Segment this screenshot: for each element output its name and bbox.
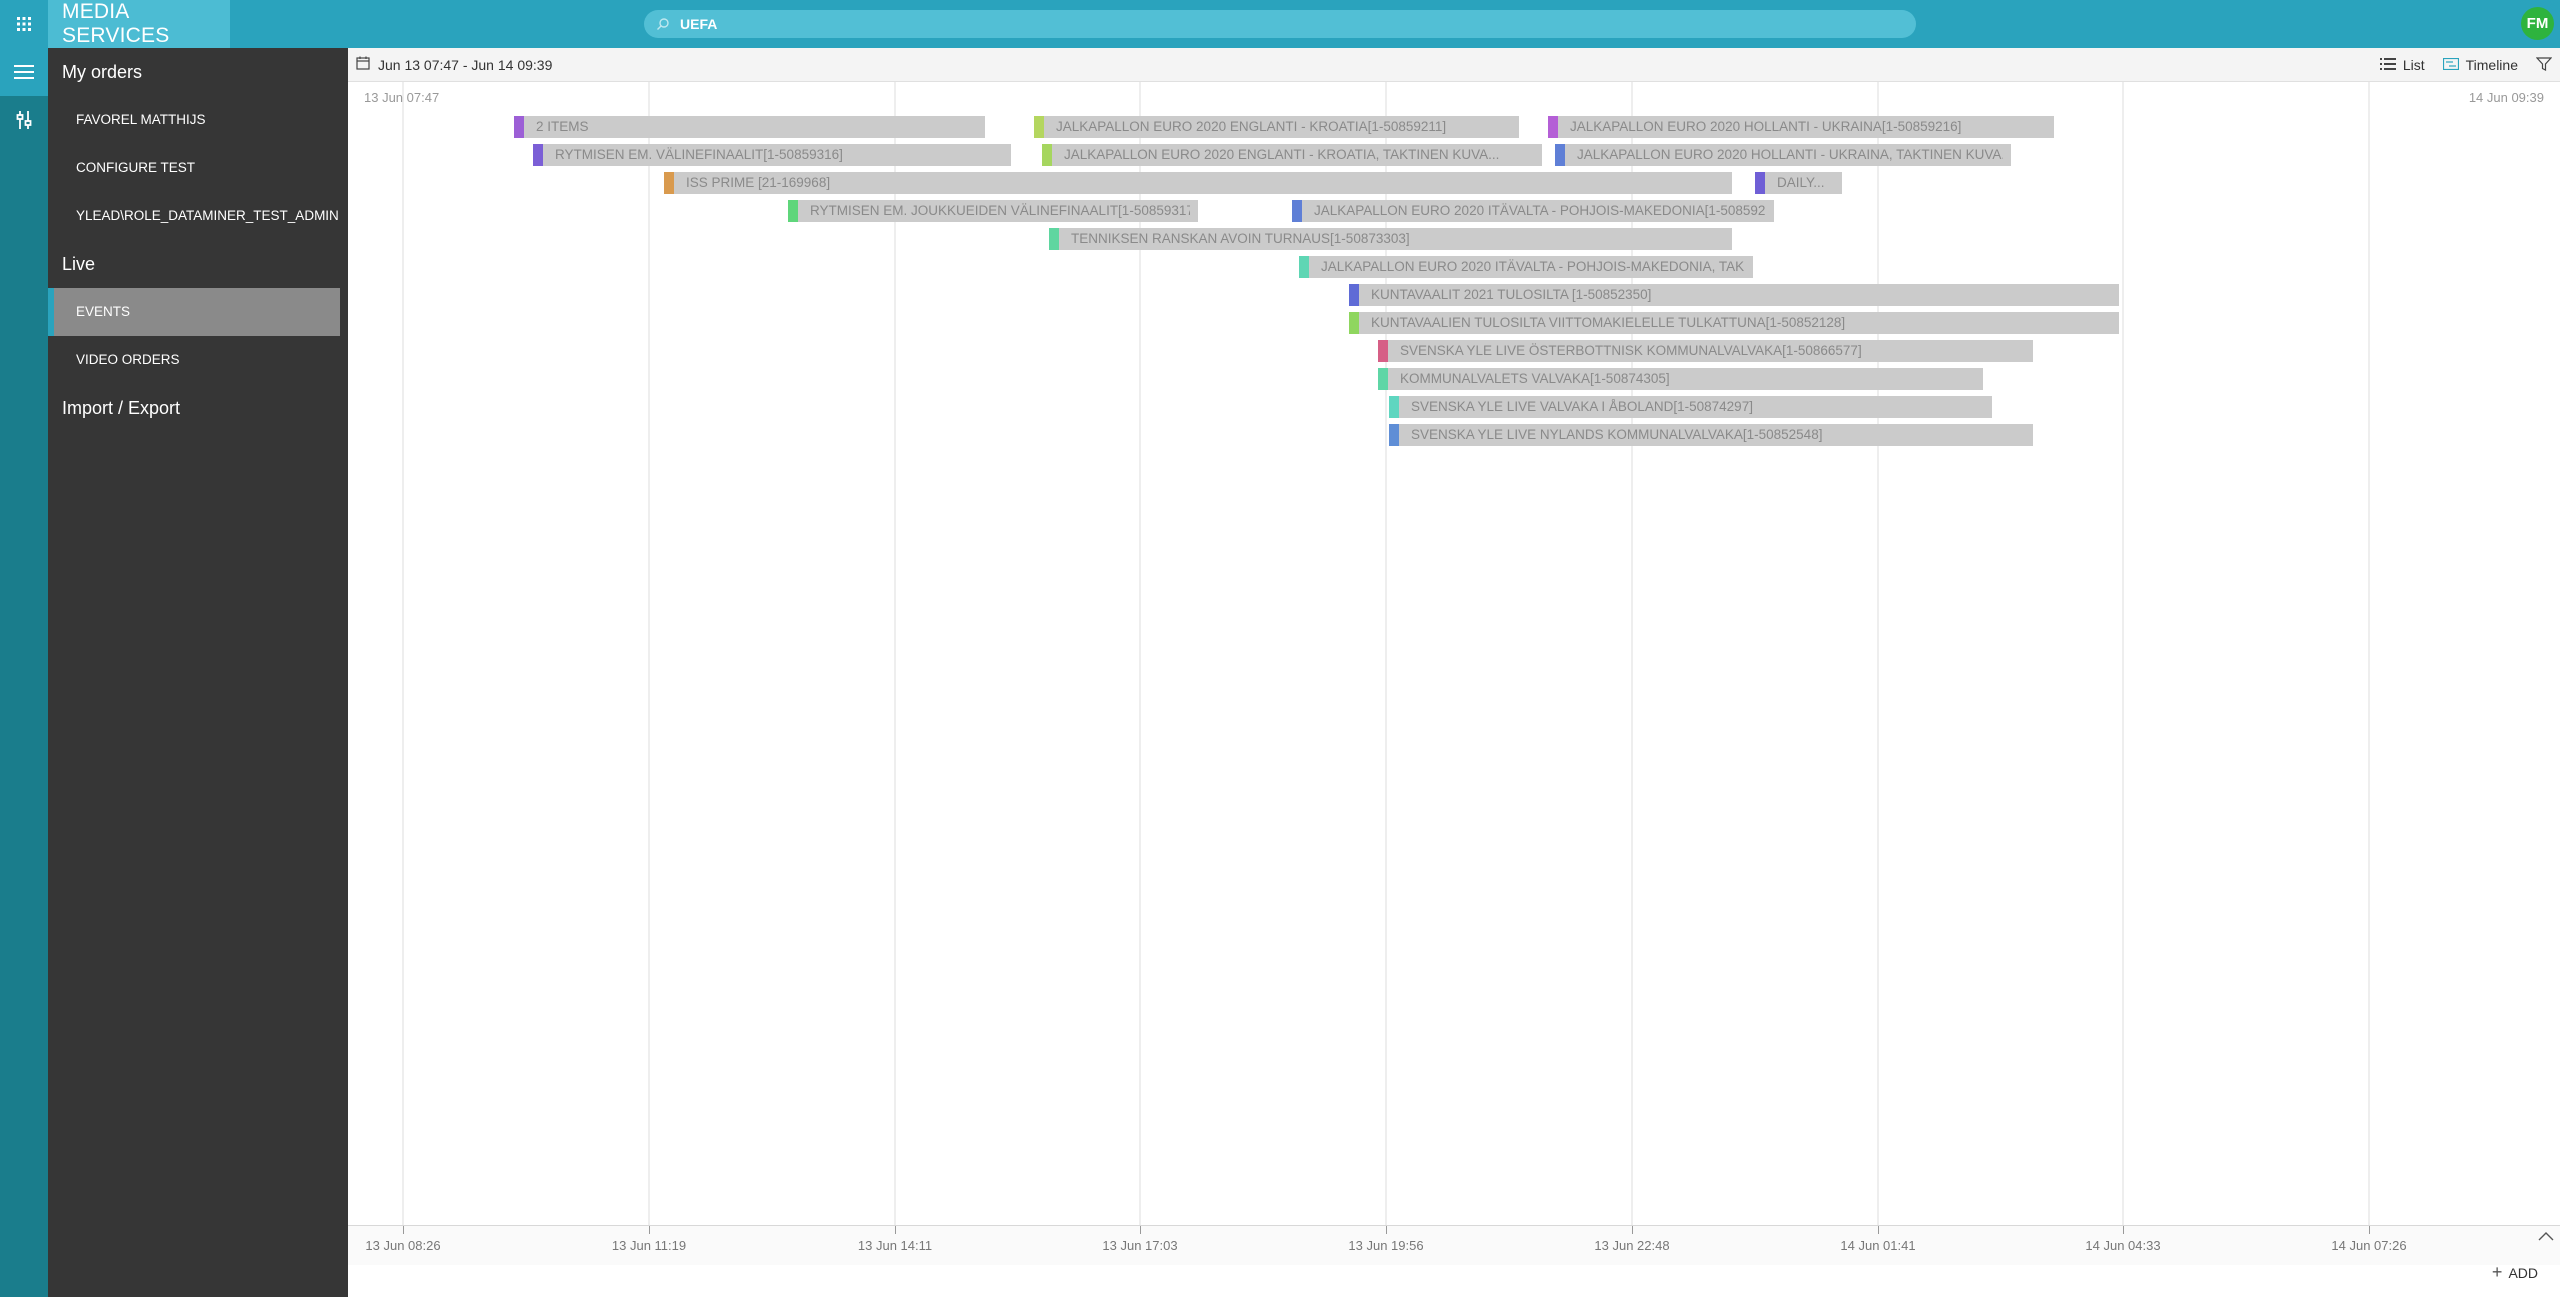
axis-tick bbox=[2123, 1226, 2124, 1234]
axis-tick-label: 14 Jun 07:26 bbox=[2331, 1238, 2407, 1253]
event-color-marker bbox=[1378, 340, 1388, 362]
event-color-marker bbox=[1349, 312, 1359, 334]
event-color-marker bbox=[1034, 116, 1044, 138]
axis-tick bbox=[2369, 1226, 2370, 1234]
timeline-area: 13 Jun 07:47 14 Jun 09:39 2 ITEMS RYTMIS… bbox=[348, 82, 2560, 1274]
axis-tick-label: 14 Jun 01:41 bbox=[1840, 1238, 1916, 1253]
list-view-button[interactable]: List bbox=[2379, 57, 2425, 73]
axis-tick-label: 13 Jun 11:19 bbox=[611, 1238, 687, 1253]
add-button-label: ADD bbox=[2508, 1264, 2538, 1281]
timeline-view-label: Timeline bbox=[2465, 57, 2518, 73]
event-bar[interactable]: SVENSKA YLE LIVE NYLANDS KOMMUNALVALVAKA… bbox=[1389, 424, 2033, 446]
tools-icon[interactable] bbox=[0, 96, 48, 144]
filter-icon bbox=[2535, 56, 2553, 74]
main-content: Jun 13 07:47 - Jun 14 09:39 List Timelin… bbox=[348, 48, 2560, 1297]
axis-tick bbox=[1632, 1226, 1633, 1234]
toolbar: Jun 13 07:47 - Jun 14 09:39 List Timelin… bbox=[348, 48, 2560, 82]
chevron-up-icon[interactable] bbox=[2538, 1228, 2554, 1246]
search-box[interactable] bbox=[644, 10, 1916, 38]
sidebar-item-ylead-role[interactable]: YLEAD\ROLE_DATAMINER_TEST_ADMIN bbox=[76, 208, 339, 223]
timeline-view-button[interactable]: Timeline bbox=[2442, 57, 2518, 73]
timeline-range-end: 14 Jun 09:39 bbox=[2468, 90, 2544, 105]
axis-tick bbox=[1386, 1226, 1387, 1234]
sidebar-item-events[interactable]: EVENTS bbox=[48, 288, 340, 336]
event-color-marker bbox=[1389, 396, 1399, 418]
event-bar[interactable]: KOMMUNALVALETS VALVAKA[1-50874305] bbox=[1378, 368, 1983, 390]
sidebar-group-my-orders[interactable]: My orders bbox=[62, 62, 143, 82]
calendar-icon bbox=[356, 56, 370, 75]
event-bar[interactable]: ISS PRIME [21-169968] bbox=[664, 172, 1732, 194]
event-bar[interactable]: JALKAPALLON EURO 2020 HOLLANTI - UKRAINA… bbox=[1555, 144, 2011, 166]
event-bar[interactable]: KUNTAVAALIT 2021 TULOSILTA [1-50852350] bbox=[1349, 284, 2119, 306]
timeline-gridlines bbox=[402, 82, 2370, 1225]
axis-tick bbox=[1878, 1226, 1879, 1234]
axis-tick-label: 14 Jun 04:33 bbox=[2085, 1238, 2161, 1253]
event-bar[interactable]: 2 ITEMS bbox=[514, 116, 985, 138]
timeline-range-start: 13 Jun 07:47 bbox=[364, 90, 440, 105]
event-bar[interactable]: SVENSKA YLE LIVE ÖSTERBOTTNISK KOMMUNALV… bbox=[1378, 340, 2033, 362]
time-axis: 13 Jun 08:26 13 Jun 11:19 13 Jun 14:11 1… bbox=[348, 1225, 2560, 1265]
event-color-marker bbox=[1555, 144, 1565, 166]
event-bar[interactable]: JALKAPALLON EURO 2020 ITÄVALTA - POHJOIS… bbox=[1299, 256, 1753, 278]
event-bar[interactable]: RYTMISEN EM. VÄLINEFINAALIT[1-50859316] bbox=[533, 144, 1011, 166]
axis-tick-label: 13 Jun 08:26 bbox=[365, 1238, 441, 1253]
add-button[interactable]: + ADD bbox=[2492, 1262, 2538, 1283]
event-color-marker bbox=[1049, 228, 1059, 250]
sidebar-group-import-export[interactable]: Import / Export bbox=[62, 398, 181, 418]
date-range-picker[interactable]: Jun 13 07:47 - Jun 14 09:39 bbox=[356, 48, 552, 82]
sidebar-item-favorel-matthijs[interactable]: FAVOREL MATTHIJS bbox=[76, 112, 206, 127]
event-bar[interactable]: JALKAPALLON EURO 2020 ENGLANTI - KROATIA… bbox=[1042, 144, 1542, 166]
list-view-label: List bbox=[2402, 57, 2425, 73]
sidebar-item-video-orders[interactable]: VIDEO ORDERS bbox=[76, 352, 180, 367]
event-color-marker bbox=[1548, 116, 1558, 138]
view-controls: List Timeline bbox=[2379, 48, 2560, 82]
axis-tick-label: 13 Jun 14:11 bbox=[857, 1238, 933, 1253]
event-color-marker bbox=[1755, 172, 1765, 194]
menu-icon[interactable] bbox=[0, 48, 48, 96]
sidebar-group-live[interactable]: Live bbox=[62, 254, 96, 274]
event-color-marker bbox=[514, 116, 524, 138]
icon-rail bbox=[0, 48, 48, 1297]
list-icon bbox=[2379, 57, 2396, 73]
event-color-marker bbox=[1292, 200, 1302, 222]
event-bar[interactable]: JALKAPALLON EURO 2020 HOLLANTI - UKRAINA… bbox=[1548, 116, 2054, 138]
axis-tick bbox=[403, 1226, 404, 1234]
timeline-icon bbox=[2442, 57, 2459, 73]
search-input[interactable] bbox=[680, 16, 1880, 32]
axis-tick-label: 13 Jun 17:03 bbox=[1102, 1238, 1178, 1253]
event-bar[interactable]: SVENSKA YLE LIVE VALVAKA I ÅBOLAND[1-508… bbox=[1389, 396, 1992, 418]
app-title-box[interactable]: MEDIA SERVICES bbox=[48, 0, 230, 48]
event-color-marker bbox=[788, 200, 798, 222]
plus-icon: + bbox=[2491, 1262, 2503, 1282]
event-color-marker bbox=[1378, 368, 1388, 390]
event-color-marker bbox=[1042, 144, 1052, 166]
axis-tick-label: 13 Jun 19:56 bbox=[1348, 1238, 1424, 1253]
event-color-marker bbox=[664, 172, 674, 194]
date-range-label: Jun 13 07:47 - Jun 14 09:39 bbox=[378, 57, 553, 73]
event-bar[interactable]: KUNTAVAALIEN TULOSILTA VIITTOMAKIELELLE … bbox=[1349, 312, 2119, 334]
event-bar[interactable]: JALKAPALLON EURO 2020 ITÄVALTA - POHJOIS… bbox=[1292, 200, 1774, 222]
event-color-marker bbox=[533, 144, 543, 166]
event-bar[interactable]: JALKAPALLON EURO 2020 ENGLANTI - KROATIA… bbox=[1034, 116, 1519, 138]
user-avatar[interactable]: FM bbox=[2521, 7, 2554, 40]
axis-tick bbox=[1140, 1226, 1141, 1234]
app-title: MEDIA SERVICES bbox=[62, 0, 170, 47]
filter-button[interactable] bbox=[2535, 56, 2553, 74]
search-icon bbox=[656, 17, 670, 31]
event-bar[interactable]: TENNIKSEN RANSKAN AVOIN TURNAUS[1-508733… bbox=[1049, 228, 1732, 250]
apps-grid-icon[interactable] bbox=[0, 0, 48, 48]
axis-tick bbox=[895, 1226, 896, 1234]
axis-tick-label: 13 Jun 22:48 bbox=[1594, 1238, 1670, 1253]
sidebar-item-configure-test[interactable]: CONFIGURE TEST bbox=[76, 160, 196, 175]
sidebar: My orders FAVOREL MATTHIJS CONFIGURE TES… bbox=[48, 48, 348, 1297]
event-color-marker bbox=[1299, 256, 1309, 278]
top-bar: MEDIA SERVICES FM bbox=[0, 0, 2560, 48]
event-bar[interactable]: RYTMISEN EM. JOUKKUEIDEN VÄLINEFINAALIT[… bbox=[788, 200, 1198, 222]
event-color-marker bbox=[1349, 284, 1359, 306]
event-color-marker bbox=[1389, 424, 1399, 446]
axis-tick bbox=[649, 1226, 650, 1234]
event-bar[interactable]: DAILY... bbox=[1755, 172, 1842, 194]
